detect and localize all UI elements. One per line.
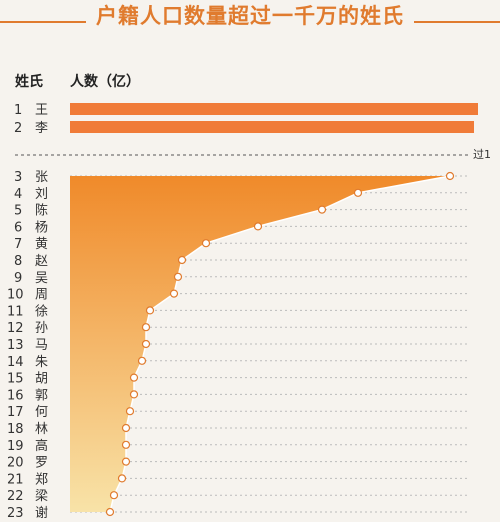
data-point-4 (353, 188, 363, 197)
surname-label-1: 王 (35, 103, 48, 118)
rank-label-21: 21 (7, 472, 24, 487)
surname-label-11: 徐 (35, 304, 48, 319)
data-point-11 (145, 306, 155, 315)
surname-label-23: 谢 (35, 505, 48, 521)
surname-label-8: 赵 (35, 254, 48, 269)
rank-label-10: 10 (7, 288, 24, 303)
data-point-16 (129, 390, 139, 399)
rank-label-14: 14 (7, 355, 24, 370)
surname-label-16: 郭 (35, 387, 48, 403)
chart-title: 户籍人口数量超过一千万的姓氏 (0, 0, 500, 30)
data-point-5 (317, 205, 327, 214)
data-point-10 (169, 289, 179, 298)
rank-label-11: 11 (7, 304, 24, 319)
rank-label-18: 18 (7, 422, 24, 437)
rank-label-4: 4 (14, 187, 22, 202)
data-point-15 (129, 373, 139, 382)
column-header-surname: 姓氏 (15, 74, 43, 90)
rank-label-23: 23 (7, 506, 24, 521)
surname-label-2: 李 (35, 121, 48, 136)
rank-label-5: 5 (14, 204, 22, 219)
rank-label-19: 19 (7, 439, 24, 454)
surname-label-17: 何 (35, 404, 48, 420)
surname-label-7: 黄 (35, 237, 48, 252)
rank-label-7: 7 (14, 237, 22, 252)
surname-label-10: 周 (35, 288, 48, 303)
column-header-population: 人数（亿） (70, 74, 140, 90)
surname-label-12: 孙 (35, 321, 48, 336)
data-point-6 (253, 222, 263, 231)
surname-label-18: 林 (35, 422, 48, 437)
data-point-21 (117, 474, 127, 483)
rank-label-8: 8 (14, 254, 22, 269)
rank-label-20: 20 (7, 456, 24, 471)
rank-label-17: 17 (7, 405, 24, 420)
surname-label-9: 吴 (35, 271, 48, 286)
surname-label-13: 马 (35, 338, 48, 353)
rank-label-6: 6 (14, 220, 22, 235)
rank-label-9: 9 (14, 271, 22, 286)
surname-label-6: 杨 (35, 220, 48, 235)
rank-label-22: 22 (7, 489, 24, 504)
surname-label-22: 梁 (35, 489, 48, 504)
bar-1 (70, 103, 478, 115)
data-point-8 (177, 255, 187, 265)
surname-label-3: 张 (35, 170, 48, 185)
surname-label-20: 罗 (35, 456, 48, 471)
data-point-17 (125, 407, 135, 416)
data-point-19 (121, 440, 131, 449)
rank-label-15: 15 (7, 372, 24, 387)
data-point-23 (105, 507, 115, 517)
surname-label-19: 高 (35, 438, 48, 454)
axis-break-label: 过1 (473, 148, 491, 161)
rank-label-13: 13 (7, 338, 24, 353)
data-point-14 (137, 356, 147, 365)
rank-label-16: 16 (7, 388, 24, 403)
data-point-7 (201, 239, 211, 248)
data-point-22 (109, 491, 119, 500)
surname-label-15: 胡 (35, 372, 48, 387)
data-point-12 (141, 323, 151, 332)
area-fill (70, 176, 450, 512)
surname-label-5: 陈 (35, 203, 48, 219)
data-point-20 (121, 457, 131, 466)
rank-label-3: 3 (14, 170, 22, 185)
rank-label-12: 12 (7, 321, 24, 336)
data-point-9 (173, 272, 183, 281)
surname-label-14: 朱 (35, 355, 48, 370)
data-point-18 (121, 423, 131, 433)
surname-label-4: 刘 (35, 187, 48, 202)
rank-label-1: 1 (14, 103, 22, 118)
surname-label-21: 郑 (35, 472, 48, 487)
data-point-3 (445, 171, 455, 181)
data-point-13 (141, 339, 151, 349)
rank-label-2: 2 (14, 121, 22, 136)
bar-2 (70, 121, 474, 133)
